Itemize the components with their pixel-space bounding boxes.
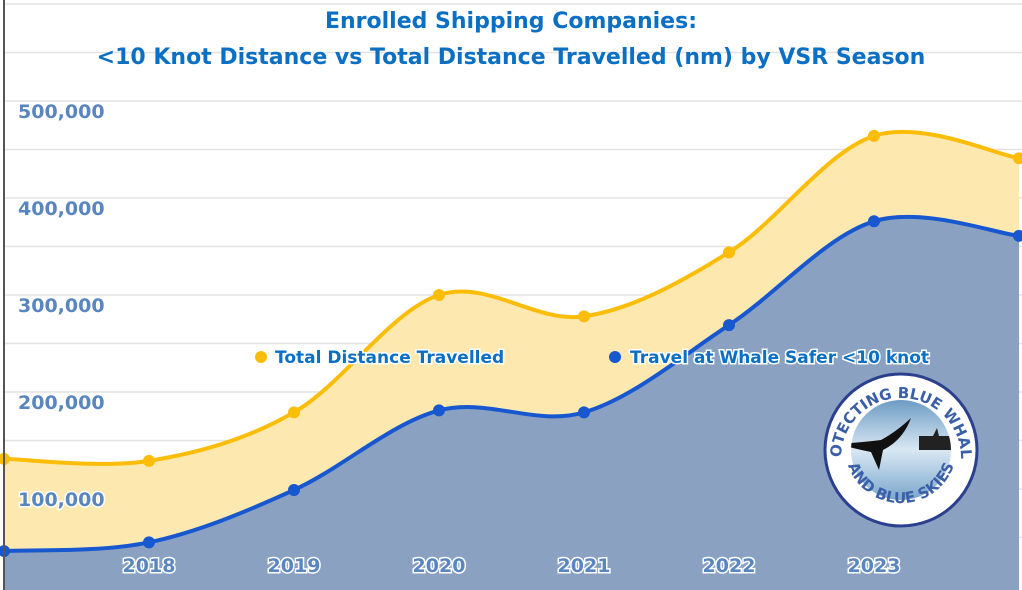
data-point-0-3 [433,289,445,301]
data-point-0-1 [143,454,155,467]
y-tick-label: 300,000 [18,295,105,317]
y-tick-label: 400,000 [18,198,105,220]
data-point-1-2 [288,483,300,496]
chart-title-line1: Enrolled Shipping Companies: [324,9,697,34]
areas [4,131,1019,590]
y-axis-ticks: 100,000 200,000 300,000 400,000 500,000 [17,101,107,513]
legend-marker-total [255,351,267,363]
area-series-1 [4,216,1019,590]
x-tick-label: 2020 [413,555,466,577]
x-tick-label: 2018 [123,555,176,577]
points [0,129,1022,558]
legend: Total Distance Travelled Travel at Whale… [255,347,931,370]
x-tick-label: 2022 [703,555,756,577]
lines [3,129,1020,554]
x-tick-label: 2019 [268,555,321,577]
line-series-1 [3,214,1020,554]
x-axis-ticks: 2018 2019 2020 2021 2022 2023 [121,554,902,579]
data-point-0-4 [578,310,590,323]
data-point-1-7 [1013,229,1022,242]
data-point-1-5 [723,319,735,332]
data-point-0-2 [288,406,300,419]
x-tick-label: 2021 [558,555,611,577]
logo: PROTECTING BLUE WHALES AND BLUE SKIES [823,372,979,528]
chart-title-line2: <10 Knot Distance vs Total Distance Trav… [96,45,926,70]
data-point-1-1 [143,536,155,549]
data-point-0-5 [723,246,735,259]
y-tick-label: 200,000 [18,392,105,414]
data-point-0-7 [1013,152,1022,165]
legend-marker-slow [609,351,621,363]
y-tick-label: 500,000 [18,101,105,123]
y-tick-label: 100,000 [18,489,105,511]
data-point-1-3 [433,404,445,417]
legend-label-slow: Travel at Whale Safer <10 knot [630,348,929,368]
data-point-1-6 [868,215,880,228]
data-point-0-6 [868,129,880,142]
line-series-0 [3,129,1020,466]
data-point-1-4 [578,406,590,419]
legend-label-total: Total Distance Travelled [275,348,504,368]
x-tick-label: 2023 [848,555,901,577]
